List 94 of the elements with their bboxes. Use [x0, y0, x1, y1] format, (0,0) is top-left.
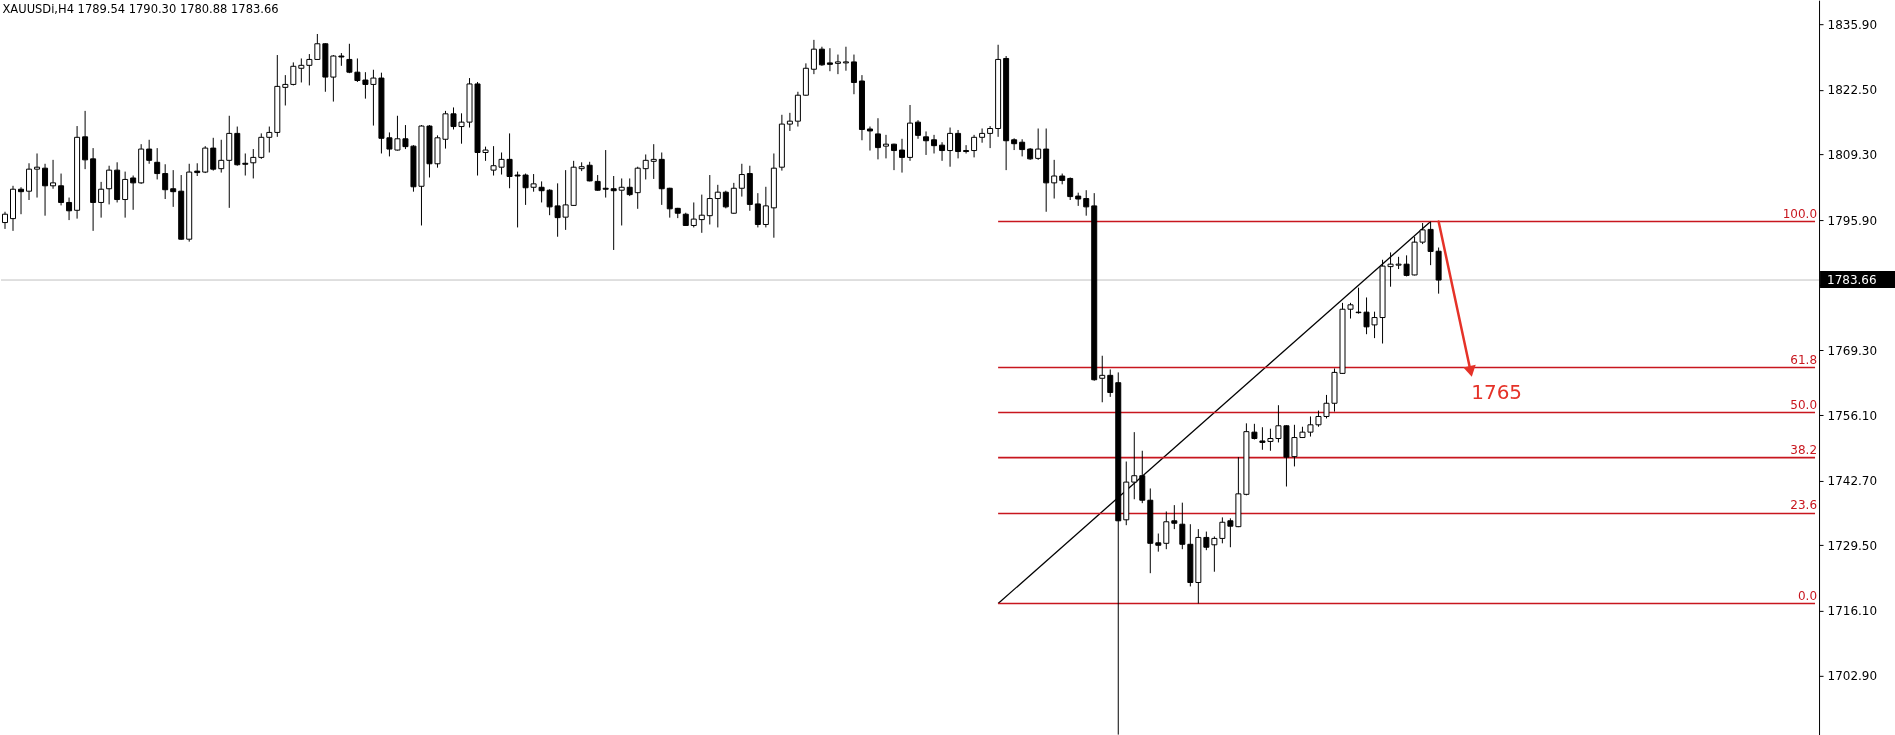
series-label: 38.2	[1790, 442, 1818, 457]
candlestick	[690, 201, 697, 228]
candlestick	[50, 159, 57, 190]
candlestick	[154, 147, 161, 180]
candlestick	[762, 186, 769, 228]
chart-title: XAUUSDi,H4 1789.54 1790.30 1780.88 1783.66	[2, 1, 279, 16]
candlestick	[1131, 431, 1138, 500]
candlestick	[1179, 502, 1186, 550]
y-tick-label: 1822.50	[1827, 83, 1878, 98]
candlestick	[298, 57, 305, 83]
candlestick	[915, 119, 922, 140]
y-tick-label: 1769.30	[1827, 343, 1878, 358]
y-tick-label: 1795.90	[1827, 213, 1878, 228]
candlestick	[58, 173, 65, 206]
series-label: 50.0	[1790, 397, 1818, 412]
candlestick	[650, 143, 657, 180]
candlestick	[987, 125, 994, 149]
y-tick-label: 1835.90	[1827, 17, 1878, 32]
candlestick	[818, 46, 825, 67]
candlestick	[1011, 137, 1018, 151]
candlestick	[939, 141, 946, 162]
ref-line-label: 1783.66	[1827, 273, 1877, 288]
candlestick	[810, 39, 817, 75]
candlestick	[18, 186, 25, 215]
candlestick	[826, 47, 833, 72]
candlestick	[642, 153, 649, 180]
candlestick	[106, 165, 113, 205]
candlestick	[666, 187, 673, 219]
y-tick-label: 1742.70	[1827, 474, 1878, 489]
candlestick	[1067, 176, 1074, 201]
candlestick	[1051, 159, 1058, 200]
y-tick-label: 1716.10	[1827, 604, 1878, 619]
candlestick	[586, 161, 593, 182]
candlestick	[210, 137, 217, 172]
candlestick	[602, 149, 609, 199]
candlestick	[923, 130, 930, 156]
candlestick	[1083, 189, 1090, 217]
candlestick	[122, 171, 129, 219]
candlestick	[1171, 504, 1178, 530]
candlestick	[34, 152, 41, 199]
candlestick	[786, 112, 793, 132]
candlestick	[202, 145, 209, 174]
candlestick	[955, 129, 962, 159]
candlestick	[1035, 128, 1042, 161]
candlestick	[738, 163, 745, 198]
candlestick	[947, 127, 954, 168]
candlestick	[26, 162, 33, 201]
y-tick-label: 1729.50	[1827, 538, 1878, 553]
candlestick	[258, 132, 265, 160]
candlestick	[266, 126, 273, 153]
candlestick	[1107, 368, 1114, 398]
candlestick	[698, 194, 705, 234]
series-label: 100.0	[1782, 206, 1818, 221]
candlestick	[218, 139, 225, 174]
candlestick	[963, 144, 970, 154]
candlestick	[250, 148, 257, 179]
candlestick	[618, 177, 625, 226]
candlestick	[882, 134, 889, 159]
candlestick	[899, 138, 906, 174]
candlestick	[850, 54, 857, 95]
candlestick	[170, 169, 177, 208]
candlestick	[42, 163, 49, 217]
candlestick	[866, 126, 873, 152]
candlestick	[98, 181, 105, 219]
candlestick	[130, 175, 137, 211]
candlestick	[242, 152, 249, 177]
candlestick	[1163, 510, 1170, 550]
candlestick	[714, 184, 721, 228]
candlestick	[1155, 533, 1162, 553]
candlestick	[931, 134, 938, 154]
candlestick	[82, 110, 89, 170]
candlestick	[891, 143, 897, 171]
candlestick	[1099, 355, 1106, 403]
candlestick	[1019, 138, 1026, 157]
candlestick	[874, 117, 881, 160]
candlestick	[282, 74, 289, 106]
y-tick-label: 1756.10	[1827, 408, 1878, 423]
candlestick	[146, 139, 153, 165]
series-label: 61.8	[1790, 352, 1818, 367]
candlestick	[754, 192, 761, 228]
series-label: 0.0	[1797, 588, 1818, 603]
candlestick	[610, 175, 617, 251]
candlestick	[842, 46, 849, 72]
series-label: 23.6	[1790, 498, 1818, 513]
y-tick-label: 1809.30	[1827, 147, 1878, 162]
candlestick	[834, 54, 841, 75]
candlestick	[66, 197, 73, 221]
candlestick	[971, 134, 978, 158]
candlestick	[306, 53, 313, 86]
y-tick-label: 1702.90	[1827, 669, 1878, 684]
candlestick	[979, 128, 986, 144]
annotation: 1765	[1471, 380, 1523, 405]
candlestick	[706, 174, 713, 225]
candlestick	[162, 163, 169, 200]
